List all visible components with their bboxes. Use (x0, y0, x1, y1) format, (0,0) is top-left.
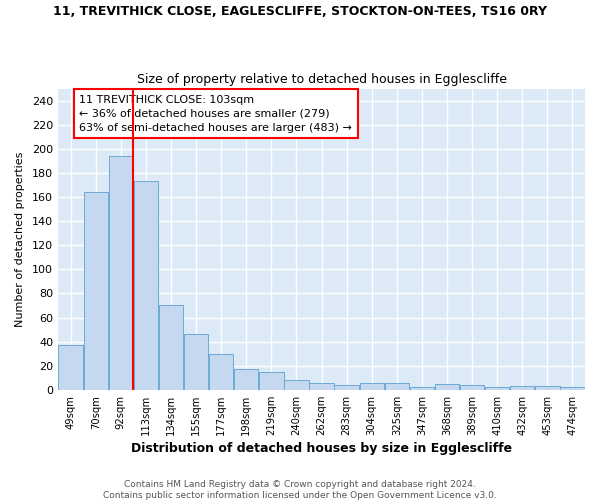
Bar (560, 388, 584, 390)
Bar (159, 306, 183, 390)
Bar (334, 385, 359, 390)
Bar (359, 382, 384, 390)
Bar (134, 182, 158, 390)
Bar (385, 382, 409, 390)
Bar (435, 384, 459, 390)
Text: Contains HM Land Registry data © Crown copyright and database right 2024.
Contai: Contains HM Land Registry data © Crown c… (103, 480, 497, 500)
Bar (259, 372, 284, 390)
Bar (510, 386, 535, 390)
Bar (535, 386, 560, 390)
Bar (485, 388, 509, 390)
X-axis label: Distribution of detached houses by size in Egglescliffe: Distribution of detached houses by size … (131, 442, 512, 455)
Bar (184, 334, 208, 390)
Title: Size of property relative to detached houses in Egglescliffe: Size of property relative to detached ho… (137, 73, 506, 86)
Bar (109, 156, 133, 390)
Bar (209, 354, 233, 390)
Y-axis label: Number of detached properties: Number of detached properties (15, 152, 25, 327)
Bar (310, 382, 334, 390)
Text: 11 TREVITHICK CLOSE: 103sqm
← 36% of detached houses are smaller (279)
63% of se: 11 TREVITHICK CLOSE: 103sqm ← 36% of det… (79, 94, 352, 132)
Bar (58, 345, 83, 390)
Bar (284, 380, 308, 390)
Bar (83, 192, 108, 390)
Bar (410, 388, 434, 390)
Bar (234, 370, 259, 390)
Bar (460, 385, 484, 390)
Text: 11, TREVITHICK CLOSE, EAGLESCLIFFE, STOCKTON-ON-TEES, TS16 0RY: 11, TREVITHICK CLOSE, EAGLESCLIFFE, STOC… (53, 5, 547, 18)
